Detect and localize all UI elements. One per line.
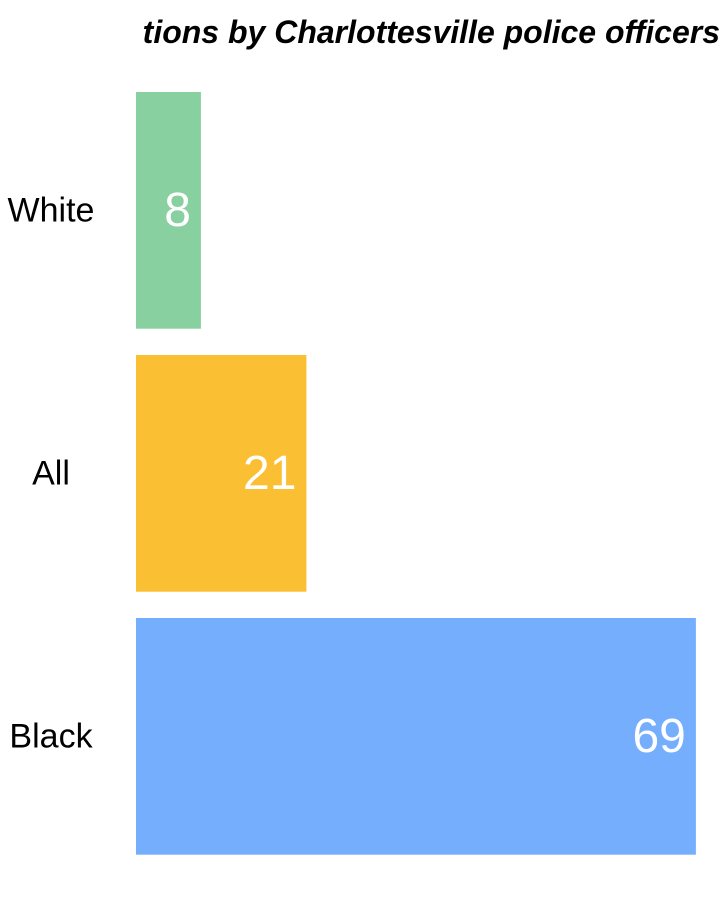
bar-all — [136, 355, 307, 592]
category-label-white: White — [8, 191, 95, 229]
chart-title: tions by Charlottesville police officers — [142, 14, 720, 50]
value-label-all: 21 — [243, 447, 296, 500]
value-label-black: 69 — [632, 710, 685, 763]
value-label-white: 8 — [164, 184, 191, 237]
category-label-all: All — [32, 454, 70, 492]
bar-white — [136, 92, 201, 329]
bar-black — [136, 618, 696, 855]
category-label-black: Black — [9, 717, 93, 755]
